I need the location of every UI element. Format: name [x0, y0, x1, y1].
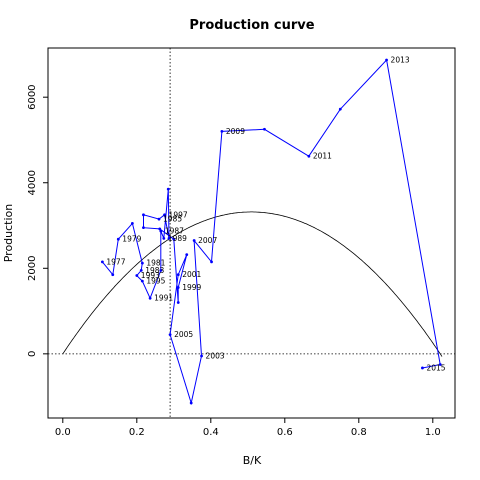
y-tick-label: 6000: [27, 84, 38, 109]
data-point: [200, 354, 203, 358]
data-point: [167, 236, 171, 240]
y-tick-label: 4000: [27, 170, 38, 195]
data-point: [438, 363, 442, 366]
data-point: [140, 261, 144, 265]
year-label: 1981: [146, 259, 165, 268]
year-label: 1987: [165, 227, 184, 236]
data-point: [185, 253, 189, 257]
data-point: [421, 366, 424, 370]
data-point: [192, 239, 196, 242]
data-point: [135, 274, 139, 277]
year-label: 2003: [206, 351, 225, 360]
data-point: [148, 296, 152, 300]
year-label: 1991: [154, 294, 173, 303]
reference-lines: [48, 48, 455, 418]
year-label: 1985: [163, 215, 182, 224]
data-point: [142, 213, 145, 217]
data-point: [157, 217, 161, 221]
x-tick-label: 0.4: [203, 427, 219, 438]
data-point: [176, 301, 180, 304]
x-axis-label: B/K: [243, 454, 262, 467]
y-axis-label: Production: [2, 204, 15, 263]
data-point: [220, 130, 224, 133]
data-point: [263, 127, 266, 131]
data-point: [172, 237, 176, 241]
chart-title: Production curve: [189, 18, 314, 33]
data-point: [385, 58, 388, 62]
year-label: 2001: [182, 270, 201, 279]
data-point: [130, 221, 134, 225]
data-point: [116, 237, 120, 241]
plot-frame: [47, 47, 456, 419]
year-label: 2011: [313, 152, 332, 161]
year-label: 2015: [426, 363, 445, 372]
data-point: [210, 260, 213, 264]
data-point: [139, 269, 143, 272]
data-point: [100, 260, 104, 264]
year-label: 2005: [174, 330, 193, 339]
x-tick-label: 0.2: [129, 427, 145, 438]
data-point: [166, 187, 170, 191]
series-line: [102, 58, 441, 405]
year-label: 1995: [146, 277, 165, 286]
x-tick-label: 1.0: [425, 427, 441, 438]
data-point: [189, 401, 193, 405]
data-point: [140, 279, 144, 283]
year-label: 1983: [145, 266, 164, 275]
production-series: [100, 58, 442, 405]
data-point: [162, 236, 166, 240]
data-point: [176, 273, 180, 277]
year-label: 1997: [169, 210, 188, 219]
y-tick-label: 2000: [27, 256, 38, 281]
year-label: 2013: [391, 55, 410, 64]
y-tick-label: 0: [27, 351, 38, 357]
model-curve: [62, 211, 443, 357]
data-point: [159, 229, 163, 233]
year-label: 1999: [182, 283, 201, 292]
year-label: 2007: [198, 236, 217, 245]
data-point: [142, 226, 145, 230]
year-label: 1979: [122, 235, 141, 244]
data-point: [307, 154, 311, 158]
year-label: 2009: [226, 127, 245, 136]
data-point: [168, 333, 172, 336]
data-point: [176, 286, 180, 289]
year-label: 1977: [106, 257, 125, 266]
data-point: [159, 269, 163, 272]
x-tick-label: 0.6: [277, 427, 293, 438]
x-axis: 0.0 0.2 0.4 0.6 0.8 1.0: [55, 418, 441, 438]
data-point: [163, 213, 166, 217]
y-axis: 0 2000 4000 6000: [27, 84, 48, 357]
x-tick-label: 0.0: [55, 427, 71, 438]
data-point: [338, 107, 342, 111]
year-label: 1989: [168, 234, 187, 243]
data-point: [158, 227, 162, 231]
data-point: [111, 273, 115, 277]
x-tick-label: 0.8: [351, 427, 367, 438]
year-label: 1993: [141, 271, 160, 280]
